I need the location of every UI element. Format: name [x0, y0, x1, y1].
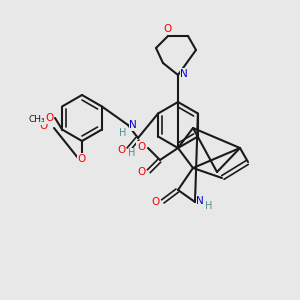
- Text: O: O: [78, 154, 86, 164]
- Text: O: O: [45, 113, 53, 123]
- Text: O: O: [117, 145, 125, 155]
- Text: H: H: [205, 201, 213, 211]
- Text: N: N: [196, 196, 204, 206]
- Text: O: O: [137, 167, 145, 177]
- Text: O: O: [40, 121, 48, 131]
- Text: O: O: [164, 24, 172, 34]
- Text: H: H: [119, 128, 127, 138]
- Text: N: N: [180, 69, 188, 79]
- Text: N: N: [129, 120, 137, 130]
- Text: O: O: [137, 142, 145, 152]
- Text: O: O: [151, 197, 159, 207]
- Text: CH₃: CH₃: [29, 116, 45, 124]
- Text: H: H: [128, 148, 136, 158]
